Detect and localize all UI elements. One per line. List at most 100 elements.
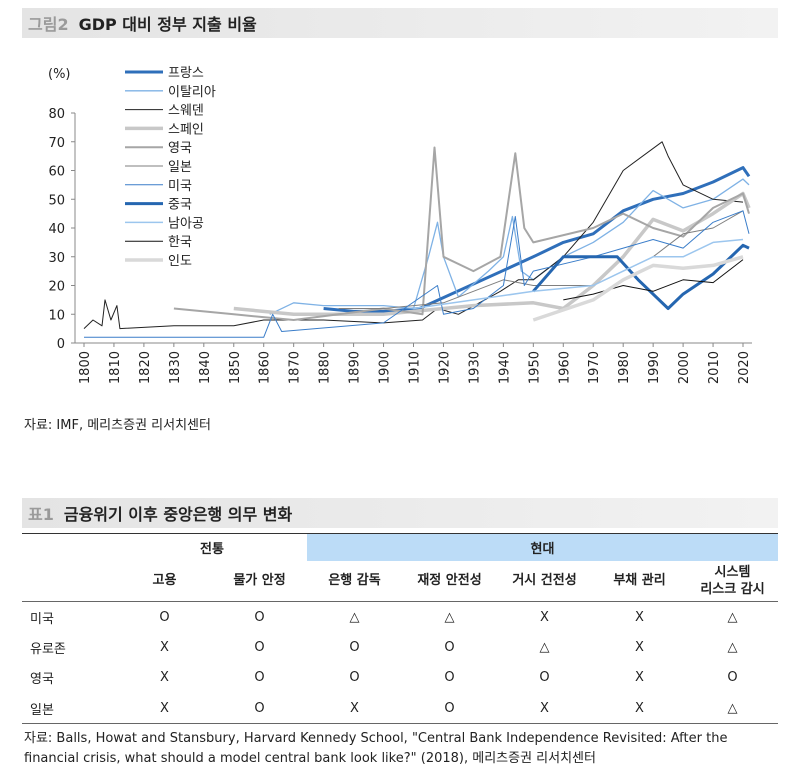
x-tick-label: 1910 (408, 351, 423, 384)
cell: O (444, 700, 455, 716)
column-header: 거시 건전성 (512, 573, 577, 589)
table-body: 전통 현대 고용 물가 안정 은행 감독 재정 안전성 거시 건전성 부채 관리 시스템 리스크… (22, 533, 778, 724)
y-tick-label: 40 (48, 222, 65, 237)
cell: △ (727, 700, 738, 716)
y-tick-label: 0 (57, 337, 65, 352)
legend-label: 남아공 (168, 216, 204, 231)
x-tick-label: 1900 (378, 351, 393, 384)
cell: X (635, 670, 644, 686)
y-tick-label: 50 (48, 193, 65, 208)
x-tick-label: 1930 (467, 351, 482, 384)
cell: X (160, 639, 169, 655)
series-line (532, 255, 744, 322)
series-line (532, 243, 750, 310)
x-tick-label: 1850 (228, 351, 243, 384)
cell: O (254, 670, 265, 686)
table-row: 유로존 X O O O △ X △ (22, 632, 778, 663)
cell: O (444, 639, 455, 655)
row-header: 미국 (30, 611, 54, 627)
legend-label: 스웨덴 (168, 104, 204, 119)
cell: X (160, 700, 169, 716)
legend-label: 인도 (168, 254, 192, 269)
x-tick-label: 1920 (437, 351, 452, 384)
y-tick-label: 80 (48, 107, 65, 122)
y-tick-label: 10 (48, 308, 65, 323)
series-line (413, 238, 744, 310)
cell: △ (727, 609, 738, 625)
column-header: 물가 안정 (233, 573, 286, 589)
column-header: 은행 감독 (328, 573, 381, 589)
legend-label: 영국 (168, 141, 192, 156)
group-row: 전통 현대 (22, 533, 778, 561)
cell (22, 534, 117, 561)
cell: X (635, 609, 644, 625)
x-tick-label: 1960 (557, 351, 572, 384)
y-tick-label: 20 (48, 280, 65, 295)
legend-label: 스페인 (168, 122, 204, 137)
cell: O (254, 609, 265, 625)
cell: X (350, 700, 359, 716)
x-tick-label: 1940 (497, 351, 512, 384)
cell: X (635, 639, 644, 655)
cell: O (349, 639, 360, 655)
legend-label: 일본 (168, 160, 192, 175)
series-line (323, 166, 751, 313)
table-row: 일본 X O X O X X △ (22, 693, 778, 724)
table-row: 영국 X O O O O X O (22, 663, 778, 694)
x-tick-label: 2000 (677, 351, 692, 384)
row-header: 유로존 (30, 641, 66, 657)
group-header: 현대 (307, 533, 778, 561)
figure-header: 그림2 GDP 대비 정부 지출 비율 (22, 8, 778, 38)
cell: △ (349, 609, 360, 625)
column-header: 시스템 리스크 감시 (700, 564, 765, 597)
table-title: 금융위기 이후 중앙은행 의무 변화 (63, 505, 293, 524)
cell: O (727, 670, 738, 686)
row-header: 영국 (30, 672, 54, 688)
table: 전통 현대 고용 물가 안정 은행 감독 재정 안전성 거시 건전성 부채 관리 시스템 리스크… (22, 533, 778, 724)
x-tick-label: 1950 (527, 351, 542, 384)
cell: X (540, 609, 549, 625)
x-tick-label: 1810 (108, 351, 123, 384)
x-tick-label: 1830 (168, 351, 183, 384)
x-tick-label: 2020 (737, 351, 752, 384)
x-tick-label: 1880 (318, 351, 333, 384)
cell: O (254, 700, 265, 716)
figure-label: 그림2 (28, 15, 69, 34)
x-tick-label: 1990 (647, 351, 662, 384)
x-tick-label: 1840 (198, 351, 213, 384)
cell: O (349, 670, 360, 686)
cell: △ (539, 639, 550, 655)
column-header: 고용 (152, 573, 177, 589)
legend-label: 이탈리아 (168, 85, 216, 100)
table-row: 미국 O O △ △ X X △ (22, 602, 778, 633)
chart-source: 자료: IMF, 메리츠증권 리서치센터 (24, 418, 211, 433)
y-axis-label: (%) (48, 67, 71, 82)
cell: O (159, 609, 170, 625)
cell: O (254, 639, 265, 655)
cell (22, 561, 117, 602)
x-tick-label: 1980 (617, 351, 632, 384)
cell: X (635, 700, 644, 716)
x-tick-label: 1970 (587, 351, 602, 384)
column-row: 고용 물가 안정 은행 감독 재정 안전성 거시 건전성 부채 관리 시스템 리스크 감시 (22, 561, 778, 602)
cell: △ (444, 609, 455, 625)
x-tick-label: 2010 (707, 351, 722, 384)
group-header: 전통 (200, 541, 224, 557)
y-tick-label: 30 (48, 251, 65, 266)
x-tick-label: 1860 (258, 351, 273, 384)
x-tick-label: 1870 (288, 351, 303, 384)
cell: △ (727, 639, 738, 655)
legend-label: 미국 (168, 179, 192, 194)
cell: X (160, 670, 169, 686)
x-tick-label: 1820 (138, 351, 153, 384)
y-tick-label: 70 (48, 136, 65, 151)
x-tick-label: 1800 (78, 351, 93, 384)
cell: X (540, 700, 549, 716)
series-line (83, 141, 744, 330)
series-line (563, 259, 744, 301)
legend-label: 한국 (168, 235, 192, 250)
row-header: 일본 (30, 702, 54, 718)
x-tick-label: 1890 (348, 351, 363, 384)
